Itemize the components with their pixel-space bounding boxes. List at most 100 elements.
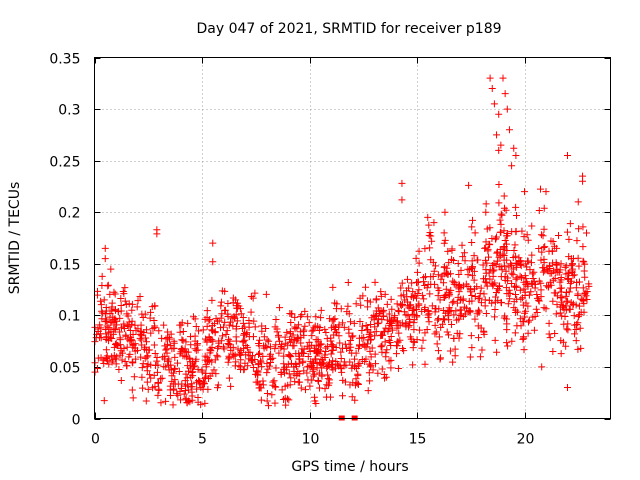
- data-point: [348, 393, 356, 401]
- data-point: [537, 293, 545, 301]
- data-point: [421, 329, 429, 337]
- data-point: [545, 330, 553, 338]
- data-point: [393, 300, 401, 308]
- data-point: [128, 306, 136, 314]
- data-point: [173, 390, 181, 398]
- data-point: [552, 310, 560, 318]
- data-point: [311, 355, 319, 363]
- data-point: [337, 305, 345, 313]
- data-point: [565, 305, 573, 313]
- data-point: [514, 308, 522, 316]
- data-point: [263, 369, 271, 377]
- data-point: [372, 360, 380, 368]
- data-point: [97, 297, 105, 305]
- data-point: [524, 329, 532, 337]
- data-point: [553, 301, 561, 309]
- data-point: [152, 362, 160, 370]
- data-point: [342, 361, 350, 369]
- data-point: [446, 290, 454, 298]
- data-point: [145, 346, 153, 354]
- data-point: [358, 326, 366, 334]
- data-point: [406, 318, 414, 326]
- data-point: [147, 374, 155, 382]
- data-point: [286, 351, 294, 359]
- data-point: [121, 297, 129, 305]
- data-point: [208, 326, 216, 334]
- data-point: [455, 271, 463, 279]
- data-point: [213, 351, 221, 359]
- data-point: [448, 299, 456, 307]
- data-point: [194, 398, 202, 406]
- data-point: [380, 312, 388, 320]
- data-point: [194, 340, 202, 348]
- data-point: [535, 296, 543, 304]
- data-point: [194, 346, 202, 354]
- data-point: [388, 316, 396, 324]
- data-point: [454, 293, 462, 301]
- data-point: [361, 343, 369, 351]
- data-point: [382, 353, 390, 361]
- data-point: [290, 336, 298, 344]
- data-point: [381, 328, 389, 336]
- data-point: [372, 296, 380, 304]
- data-point: [504, 300, 512, 308]
- data-point: [225, 374, 233, 382]
- data-point: [321, 325, 329, 333]
- data-point: [468, 344, 476, 352]
- data-point: [247, 308, 255, 316]
- data-point: [483, 279, 491, 287]
- data-point: [301, 307, 309, 315]
- data-point: [486, 275, 494, 283]
- data-point: [336, 339, 344, 347]
- data-point: [309, 365, 317, 373]
- data-point: [316, 384, 324, 392]
- data-point: [150, 317, 158, 325]
- data-point: [151, 302, 159, 310]
- data-point: [288, 310, 296, 318]
- data-point: [366, 332, 374, 340]
- data-point: [579, 223, 587, 231]
- data-point: [249, 333, 257, 341]
- data-point: [424, 313, 432, 321]
- data-point: [216, 324, 224, 332]
- data-point: [564, 269, 572, 277]
- data-point: [551, 275, 559, 283]
- y-tick-label: 0: [72, 413, 81, 429]
- data-point: [510, 298, 518, 306]
- data-point: [573, 320, 581, 328]
- x-tick-label: 15: [409, 432, 427, 448]
- data-point: [537, 279, 545, 287]
- data-point: [367, 361, 375, 369]
- data-point: [322, 329, 330, 337]
- data-point: [445, 304, 453, 312]
- data-point: [501, 237, 509, 245]
- data-point: [457, 266, 465, 274]
- data-point: [381, 290, 389, 298]
- data-point: [241, 336, 249, 344]
- data-point: [124, 312, 132, 320]
- data-point: [572, 284, 580, 292]
- data-point: [445, 292, 453, 300]
- data-point: [495, 286, 503, 294]
- data-point: [397, 284, 405, 292]
- data-point: [371, 313, 379, 321]
- data-point: [321, 351, 329, 359]
- data-point: [552, 259, 560, 267]
- data-point: [221, 306, 229, 314]
- data-point: [143, 378, 151, 386]
- data-point: [495, 110, 503, 118]
- data-point: [510, 144, 518, 152]
- data-point: [306, 382, 314, 390]
- data-point: [359, 322, 367, 330]
- data-point: [539, 264, 547, 272]
- data-point: [116, 314, 124, 322]
- data-point: [397, 292, 405, 300]
- data-point: [517, 322, 525, 330]
- data-point: [224, 299, 232, 307]
- data-point: [333, 329, 341, 337]
- data-point: [508, 337, 516, 345]
- data-point: [386, 321, 394, 329]
- data-point: [451, 352, 459, 360]
- data-point: [364, 303, 372, 311]
